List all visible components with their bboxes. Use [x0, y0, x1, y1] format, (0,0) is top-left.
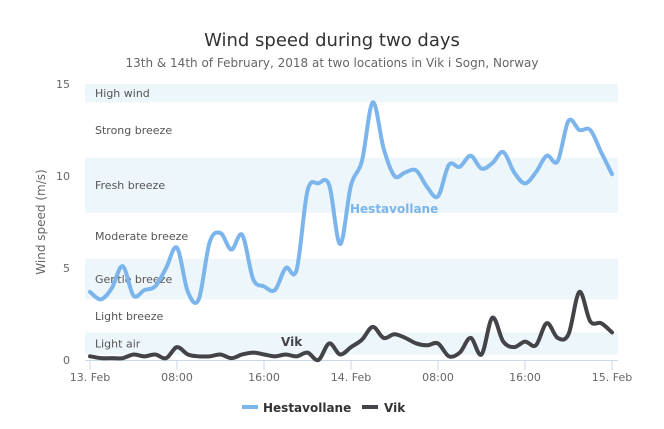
x-tick-label: 08:00 [161, 371, 193, 384]
x-tick-label: 13. Feb [70, 371, 110, 384]
legend-item-hestavollane[interactable]: Hestavollane [242, 401, 351, 415]
chart-title: Wind speed during two days [204, 30, 460, 51]
y-axis-ticks: 0 5 10 15 [56, 78, 70, 367]
x-tick-label: 15. Feb [592, 371, 632, 384]
x-tick-label: 16:00 [248, 371, 280, 384]
plot-band-label: Strong breeze [95, 124, 172, 137]
x-axis-ticks: 13. Feb 08:00 16:00 14. Feb 08:00 16:00 15. Fe… [70, 360, 632, 384]
x-tick-label: 08:00 [422, 371, 454, 384]
plot-band-label: High wind [95, 87, 150, 100]
series-lines [88, 100, 614, 363]
series-label-hestavollane: Hestavollane [350, 202, 438, 216]
legend-item-vik[interactable]: Vik [362, 401, 406, 415]
legend-label-hestavollane: Hestavollane [263, 401, 351, 415]
plot-band [85, 258, 618, 300]
y-tick-label: 0 [63, 354, 70, 367]
chart-subtitle: 13th & 14th of February, 2018 at two loc… [125, 56, 538, 70]
plot-band-label: Moderate breeze [95, 230, 188, 243]
x-tick-label: 14. Feb [331, 371, 371, 384]
plot-band-label: Light air [95, 337, 141, 350]
series-label-vik: Vik [281, 335, 303, 349]
series-line-hestavollane[interactable] [88, 100, 614, 305]
legend-label-vik: Vik [384, 401, 406, 415]
plot-band-label: Fresh breeze [95, 179, 165, 192]
plot-band-label: Light breeze [95, 310, 164, 323]
y-tick-label: 15 [56, 78, 70, 91]
y-axis-title: Wind speed (m/s) [34, 169, 48, 274]
y-tick-label: 5 [63, 262, 70, 275]
plot-band [85, 84, 618, 103]
legend: Hestavollane Vik [242, 401, 406, 415]
series-line-vik[interactable] [88, 289, 614, 363]
x-tick-label: 16:00 [509, 371, 541, 384]
y-tick-label: 10 [56, 170, 70, 183]
